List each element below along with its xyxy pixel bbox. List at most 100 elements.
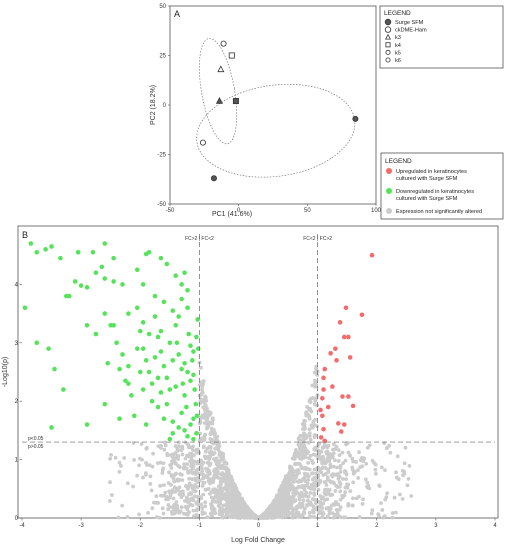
panel-b-point-not-significant bbox=[225, 498, 230, 503]
panel-b-point-not-significant bbox=[377, 483, 382, 488]
panel-b-point-not-significant bbox=[373, 471, 378, 476]
panel-b-point-not-significant bbox=[179, 489, 184, 494]
panel-a-ellipses bbox=[196, 38, 356, 178]
panel-b-point-downregulated bbox=[129, 393, 134, 398]
panel-b-point-downregulated bbox=[155, 334, 161, 340]
panel-b-point-not-significant bbox=[313, 398, 318, 403]
panel-b-point-not-significant bbox=[262, 512, 267, 517]
panel-a-legend-label: k5 bbox=[395, 50, 401, 56]
panel-b-point-not-significant bbox=[215, 499, 220, 504]
panel-b-point-not-significant bbox=[235, 500, 239, 505]
panel-b-point-downregulated bbox=[194, 431, 199, 436]
panel-b-point-not-significant bbox=[180, 452, 185, 457]
panel-b-point-not-significant bbox=[161, 511, 166, 516]
panel-b-point-not-significant bbox=[321, 501, 326, 506]
panel-b-point-not-significant bbox=[344, 477, 348, 482]
panel-b-point-not-significant bbox=[203, 456, 208, 461]
panel-a-point bbox=[215, 97, 223, 104]
panel-b-point-not-significant bbox=[161, 461, 166, 466]
panel-b-point-not-significant bbox=[326, 505, 331, 510]
panel-b-point-not-significant bbox=[301, 434, 306, 439]
panel-b-point-downregulated bbox=[46, 346, 51, 351]
panel-b-point-not-significant bbox=[333, 458, 337, 463]
panel-b-point-not-significant bbox=[272, 501, 276, 505]
panel-b-point-not-significant bbox=[266, 511, 271, 516]
panel-b-point-not-significant bbox=[203, 416, 208, 421]
panel-b-point-downregulated bbox=[134, 305, 140, 311]
panel-b-point-downregulated bbox=[132, 413, 137, 419]
panel-b-point-not-significant bbox=[392, 495, 397, 500]
panel-b-point-not-significant bbox=[312, 423, 317, 428]
panel-b-point-upregulated bbox=[321, 375, 326, 381]
panel-b-point-not-significant bbox=[313, 445, 318, 450]
panel-b-point-downregulated bbox=[158, 255, 164, 261]
panel-b-point-not-significant bbox=[162, 440, 167, 445]
panel-b-point-not-significant bbox=[356, 468, 360, 473]
panel-b-point-upregulated bbox=[318, 407, 323, 413]
panel-b-point-not-significant bbox=[346, 441, 350, 445]
panel-b-point-not-significant bbox=[405, 483, 410, 488]
panel-b-point-not-significant bbox=[387, 443, 392, 448]
panel-b-point-not-significant bbox=[370, 458, 375, 463]
panel-b-point-downregulated bbox=[117, 366, 122, 372]
panel-b-point-not-significant bbox=[306, 460, 310, 465]
panel-b-point-not-significant bbox=[160, 506, 165, 511]
panel-b-point-downregulated bbox=[182, 428, 187, 433]
panel-b-point-downregulated bbox=[143, 422, 149, 427]
panel-b-point-not-significant bbox=[171, 476, 176, 481]
panel-b-point-not-significant bbox=[209, 490, 214, 495]
panel-b-point-upregulated bbox=[334, 358, 339, 363]
panel-a-y-tick-label: -25 bbox=[157, 153, 166, 159]
panel-b-point-not-significant bbox=[350, 468, 355, 472]
panel-b-point-downregulated bbox=[170, 308, 176, 313]
panel-b-point-not-significant bbox=[307, 416, 312, 421]
panel-b-point-upregulated bbox=[325, 404, 331, 410]
panel-b-point-not-significant bbox=[285, 489, 289, 494]
panel-a-x-tick-label: 50 bbox=[304, 208, 311, 214]
panel-b-point-downregulated bbox=[188, 343, 193, 349]
panel-b-point-downregulated bbox=[191, 349, 196, 354]
panel-b-point-not-significant bbox=[324, 483, 329, 487]
panel-b-point-not-significant bbox=[174, 500, 179, 505]
panel-b-point-downregulated bbox=[152, 314, 158, 319]
panel-b-point-not-significant bbox=[315, 466, 320, 471]
panel-b-point-not-significant bbox=[119, 464, 123, 468]
panel-b-point-not-significant bbox=[218, 508, 223, 513]
panel-b-point-not-significant bbox=[306, 502, 311, 507]
panel-b-point-not-significant bbox=[217, 440, 222, 445]
panel-b-point-not-significant bbox=[322, 498, 327, 502]
panel-b-point-not-significant bbox=[364, 462, 369, 466]
panel-b-point-downregulated bbox=[102, 276, 108, 281]
panel-b-point-not-significant bbox=[197, 383, 202, 387]
panel-b-point-not-significant bbox=[169, 466, 174, 470]
panel-b-point-not-significant bbox=[302, 511, 307, 515]
panel-b-point-not-significant bbox=[162, 483, 166, 488]
panel-b-point-not-significant bbox=[240, 500, 245, 505]
panel-b-point-downregulated bbox=[140, 320, 146, 325]
panel-b-point-not-significant bbox=[203, 394, 207, 399]
panel-b-point-downregulated bbox=[120, 282, 125, 287]
panel-b-point-not-significant bbox=[357, 515, 362, 519]
panel-b-point-not-significant bbox=[173, 489, 178, 494]
panel-b-point-downregulated bbox=[126, 311, 131, 316]
panel-b-point-not-significant bbox=[340, 477, 345, 481]
panel-b-point-downregulated bbox=[75, 249, 81, 255]
panel-a-legend-frame bbox=[379, 5, 504, 69]
panel-b-point-not-significant bbox=[165, 453, 170, 458]
panel-b-point-not-significant bbox=[297, 494, 302, 499]
panel-b-point-not-significant bbox=[316, 505, 320, 510]
panel-b-point-not-significant bbox=[216, 447, 221, 452]
panel-b-point-not-significant bbox=[338, 489, 343, 494]
panel-b-point-not-significant bbox=[346, 450, 351, 455]
panel-b-point-not-significant bbox=[113, 455, 118, 460]
panel-b-point-upregulated bbox=[347, 355, 353, 360]
panel-b-point-not-significant bbox=[337, 453, 342, 457]
panel-b-point-not-significant bbox=[181, 493, 186, 498]
panel-b-point-not-significant bbox=[286, 513, 290, 518]
panel-b-point-not-significant bbox=[320, 445, 325, 450]
panel-a-x-tick-label: 0 bbox=[237, 208, 241, 214]
panel-b-point-not-significant bbox=[218, 501, 223, 506]
panel-b-point-upregulated bbox=[322, 366, 328, 372]
panel-b-point-not-significant bbox=[305, 498, 310, 503]
panel-b-point-upregulated bbox=[320, 395, 325, 401]
